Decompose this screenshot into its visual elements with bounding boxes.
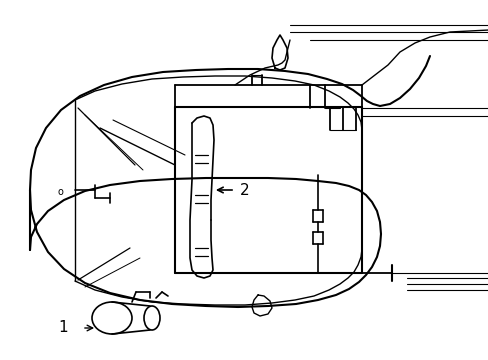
Text: o: o — [57, 187, 63, 197]
Text: 1: 1 — [58, 320, 68, 336]
Text: 2: 2 — [240, 183, 249, 198]
